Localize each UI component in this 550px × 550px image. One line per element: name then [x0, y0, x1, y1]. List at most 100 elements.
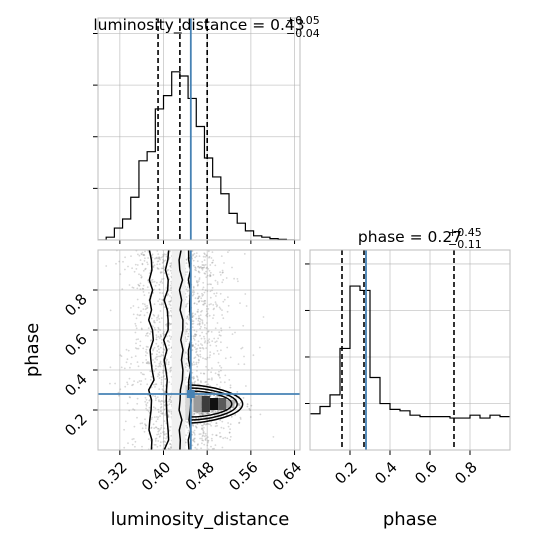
sample-point	[148, 406, 151, 409]
sample-point	[149, 340, 152, 342]
sample-point	[217, 361, 220, 364]
sample-point	[120, 366, 123, 369]
sample-point	[202, 434, 205, 437]
sample-point	[154, 257, 156, 260]
sample-point	[203, 337, 206, 340]
sample-point	[199, 327, 202, 330]
sample-point	[195, 317, 198, 320]
sample-point	[155, 257, 157, 259]
sample-point	[206, 322, 208, 324]
sample-point	[200, 381, 202, 384]
sample-point	[163, 348, 166, 351]
sample-point	[191, 424, 194, 427]
sample-point	[144, 305, 147, 308]
sample-point	[193, 432, 196, 435]
sample-point	[199, 266, 201, 269]
sample-point	[156, 350, 159, 352]
truth-lines	[98, 250, 300, 450]
sample-point	[185, 288, 188, 291]
grid-lines	[98, 18, 300, 240]
sample-point	[156, 358, 159, 361]
sample-point	[204, 256, 207, 258]
sample-point	[152, 349, 155, 352]
sample-point	[209, 274, 212, 277]
sample-point	[209, 354, 212, 356]
title-phase-plus: +0.45	[448, 226, 482, 239]
sample-point	[162, 265, 165, 268]
sample-point	[209, 344, 212, 347]
sample-point	[200, 380, 202, 383]
sample-point	[147, 327, 150, 330]
sample-point	[239, 302, 241, 304]
sample-point	[156, 260, 159, 263]
sample-point	[158, 351, 161, 354]
sample-point	[157, 300, 160, 302]
sample-point	[162, 277, 165, 280]
density-cells	[171, 250, 235, 450]
sample-point	[194, 297, 197, 300]
sample-point	[161, 302, 163, 304]
sample-point	[238, 403, 240, 405]
sample-point	[206, 313, 208, 316]
sample-point	[203, 432, 205, 434]
sample-point	[105, 265, 108, 267]
contour-line	[162, 250, 170, 450]
sample-point	[214, 396, 217, 399]
sample-point	[135, 268, 138, 270]
sample-point	[207, 339, 210, 342]
sample-point	[204, 412, 206, 414]
sample-point	[228, 431, 231, 434]
sample-point	[259, 413, 262, 416]
sample-point	[133, 380, 136, 382]
xlabel-luminosity-distance: luminosity_distance	[111, 509, 290, 530]
sample-point	[170, 266, 173, 269]
sample-point	[162, 365, 165, 367]
sample-point	[163, 390, 166, 393]
sample-point	[245, 305, 248, 307]
sample-point	[216, 304, 219, 307]
sample-point	[200, 297, 203, 300]
sample-point	[220, 341, 222, 344]
sample-point	[197, 358, 200, 361]
sample-point	[195, 411, 198, 414]
sample-point	[216, 396, 219, 399]
sample-point	[170, 323, 172, 325]
sample-point	[237, 404, 240, 407]
sample-point	[118, 394, 120, 397]
title-luminosity-distance-plus: +0.05	[286, 14, 320, 27]
sample-point	[157, 326, 160, 329]
sample-point	[205, 358, 208, 361]
sample-point	[130, 255, 132, 257]
sample-point	[164, 443, 166, 446]
sample-point	[239, 418, 242, 420]
sample-point	[212, 410, 214, 413]
sample-point	[197, 340, 200, 343]
sample-point	[223, 381, 226, 384]
sample-point	[206, 412, 209, 415]
sample-point	[150, 427, 153, 429]
sample-point	[126, 358, 129, 361]
sample-point	[220, 349, 222, 352]
sample-point	[186, 381, 189, 384]
sample-point	[237, 280, 239, 283]
sample-point	[210, 331, 213, 333]
sample-point	[151, 353, 153, 356]
sample-point	[218, 334, 221, 337]
sample-point	[155, 397, 157, 400]
sample-point	[208, 338, 211, 341]
sample-point	[163, 369, 166, 372]
sample-point	[197, 355, 200, 358]
sample-point	[165, 432, 168, 435]
sample-point	[140, 371, 143, 374]
sample-point	[167, 331, 170, 333]
sample-point	[127, 349, 130, 352]
sample-point	[249, 416, 252, 418]
sample-point	[152, 313, 155, 316]
sample-point	[222, 300, 225, 303]
sample-point	[196, 444, 199, 446]
sample-point	[185, 296, 188, 298]
sample-point	[157, 430, 160, 433]
sample-point	[147, 257, 150, 259]
sample-point	[145, 307, 148, 310]
sample-point	[153, 427, 156, 430]
